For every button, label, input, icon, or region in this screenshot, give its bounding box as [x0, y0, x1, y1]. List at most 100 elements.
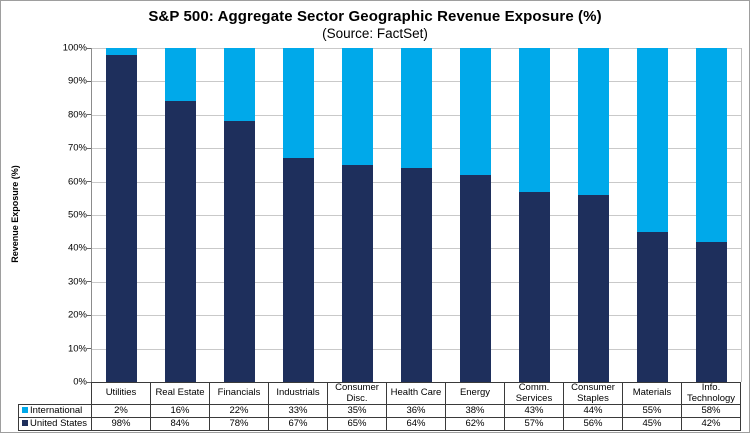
- category-header-consumer-disc: Consumer Disc.: [327, 381, 387, 406]
- y-tick-label: 0%: [73, 376, 87, 388]
- legend-label-united-states: United States: [30, 417, 88, 429]
- segment-united-states: [342, 164, 373, 382]
- bar-slot-health-care: [387, 48, 446, 382]
- segment-international: [519, 48, 550, 192]
- y-tick-mark: [87, 314, 91, 316]
- plot-area: [91, 48, 742, 382]
- segment-international: [165, 48, 196, 102]
- segment-international: [106, 48, 137, 55]
- category-header-health-care: Health Care: [386, 381, 446, 406]
- bar-energy: [460, 48, 491, 382]
- data-table: Utilities Real Estate Financials Industrial…: [18, 381, 741, 432]
- united-states-value-materials: 45%: [622, 417, 682, 432]
- segment-international: [637, 48, 668, 232]
- chart-title: S&P 500: Aggregate Sector Geographic Rev…: [148, 8, 602, 25]
- y-tick-label: 50%: [67, 209, 87, 221]
- bar-financials: [224, 48, 255, 382]
- united-states-value-industrials: 67%: [268, 417, 328, 432]
- y-tick-mark: [87, 348, 91, 350]
- y-tick-label: 30%: [67, 276, 87, 288]
- table-row-international: International 2% 16% 22% 33% 35% 36% 38% 43% 44% 5…: [18, 404, 741, 419]
- bar-consumer-disc: [342, 48, 373, 382]
- united-states-value-financials: 78%: [209, 417, 269, 432]
- chart-subtitle: (Source: FactSet): [322, 26, 428, 41]
- international-value-health-care: 36%: [386, 404, 446, 419]
- segment-international: [342, 48, 373, 165]
- international-value-energy: 38%: [445, 404, 505, 419]
- legend-label-international: International: [30, 404, 83, 416]
- united-states-value-comm-services: 57%: [504, 417, 564, 432]
- category-header-materials: Materials: [622, 381, 682, 406]
- table-row-united-states: United States 98% 84% 78% 67% 65% 64% 62% 57% 56%…: [18, 417, 741, 432]
- legend-international: International: [18, 404, 92, 419]
- bar-info-technology: [696, 48, 727, 382]
- bar-real-estate: [165, 48, 196, 382]
- y-tick-mark: [87, 181, 91, 183]
- segment-united-states: [519, 191, 550, 382]
- international-value-consumer-disc: 35%: [327, 404, 387, 419]
- united-states-value-real-estate: 84%: [150, 417, 210, 432]
- y-tick-label: 90%: [67, 75, 87, 87]
- y-tick-label: 100%: [62, 42, 87, 54]
- segment-united-states: [637, 231, 668, 382]
- bar-utilities: [106, 48, 137, 382]
- segment-international: [460, 48, 491, 175]
- bar-slot-consumer-disc: [328, 48, 387, 382]
- bar-health-care: [401, 48, 432, 382]
- y-tick-label: 40%: [67, 242, 87, 254]
- y-tick-mark: [87, 80, 91, 82]
- segment-international: [283, 48, 314, 159]
- segment-united-states: [283, 158, 314, 382]
- united-states-value-utilities: 98%: [91, 417, 151, 432]
- category-header-financials: Financials: [209, 381, 269, 406]
- segment-international: [696, 48, 727, 242]
- category-header-info-technology: Info. Technology: [681, 381, 741, 406]
- legend-swatch-international: [22, 407, 28, 414]
- international-value-utilities: 2%: [91, 404, 151, 419]
- legend-united-states: United States: [18, 417, 92, 432]
- category-header-utilities: Utilities: [91, 381, 151, 406]
- united-states-value-energy: 62%: [445, 417, 505, 432]
- international-value-consumer-staples: 44%: [563, 404, 623, 419]
- y-tick-label: 70%: [67, 142, 87, 154]
- y-tick-mark: [87, 247, 91, 249]
- segment-united-states: [165, 101, 196, 382]
- y-tick-mark: [87, 147, 91, 149]
- bar-slot-consumer-staples: [564, 48, 623, 382]
- y-tick-mark: [87, 381, 91, 383]
- international-value-materials: 55%: [622, 404, 682, 419]
- segment-united-states: [460, 174, 491, 382]
- united-states-value-health-care: 64%: [386, 417, 446, 432]
- y-tick-mark: [87, 281, 91, 283]
- bar-materials: [637, 48, 668, 382]
- segment-international: [224, 48, 255, 122]
- segment-united-states: [401, 168, 432, 382]
- y-axis-tick-labels: 100% 90% 80% 70% 60% 50% 40% 30% 20% 10% 0%: [1, 43, 91, 388]
- international-value-info-technology: 58%: [681, 404, 741, 419]
- international-value-industrials: 33%: [268, 404, 328, 419]
- bar-slot-info-technology: [682, 48, 741, 382]
- segment-international: [401, 48, 432, 169]
- united-states-value-consumer-staples: 56%: [563, 417, 623, 432]
- y-tick-label: 20%: [67, 309, 87, 321]
- international-value-financials: 22%: [209, 404, 269, 419]
- segment-united-states: [578, 194, 609, 382]
- y-tick-label: 60%: [67, 176, 87, 188]
- segment-united-states: [106, 54, 137, 382]
- y-tick-mark: [87, 214, 91, 216]
- category-header-comm-services: Comm. Services: [504, 381, 564, 406]
- category-header-energy: Energy: [445, 381, 505, 406]
- category-header-real-estate: Real Estate: [150, 381, 210, 406]
- category-header-industrials: Industrials: [268, 381, 328, 406]
- international-value-comm-services: 43%: [504, 404, 564, 419]
- category-header-consumer-staples: Consumer Staples: [563, 381, 623, 406]
- bar-slot-financials: [210, 48, 269, 382]
- bar-consumer-staples: [578, 48, 609, 382]
- segment-united-states: [224, 121, 255, 382]
- bar-comm-services: [519, 48, 550, 382]
- bar-slot-materials: [623, 48, 682, 382]
- legend-swatch-united-states: [22, 420, 28, 427]
- segment-united-states: [696, 241, 727, 382]
- bar-slot-comm-services: [505, 48, 564, 382]
